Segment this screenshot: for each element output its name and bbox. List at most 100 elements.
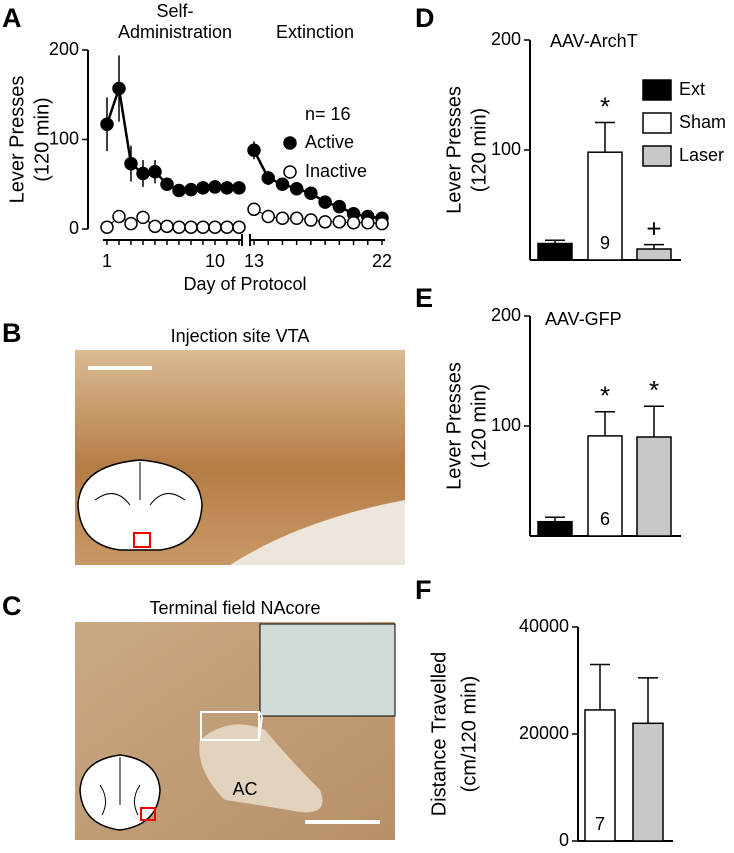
annotation: n= 16 xyxy=(305,104,351,124)
data-point xyxy=(232,181,246,195)
legend-label: Sham xyxy=(679,112,726,132)
y-axis-label: Lever Presses xyxy=(6,76,28,204)
y-tick-label: 100 xyxy=(491,139,521,159)
x-axis-label: Day of Protocol xyxy=(183,274,306,294)
significance-marker: * xyxy=(600,381,610,411)
data-point xyxy=(100,117,114,132)
bar xyxy=(587,151,623,261)
panel-letter: D xyxy=(415,3,435,33)
y-axis-label: (120 min) xyxy=(468,384,490,468)
panel-letter: B xyxy=(2,318,22,348)
n-label: 7 xyxy=(595,814,605,834)
significance-marker: * xyxy=(649,375,659,405)
bar xyxy=(636,248,672,261)
legend-label: Laser xyxy=(679,145,724,165)
micrograph-vta xyxy=(75,350,405,565)
y-tick-label: 0 xyxy=(69,218,79,238)
legend-label: Inactive xyxy=(305,161,367,181)
data-point xyxy=(318,215,332,229)
y-axis-label: (cm/120 min) xyxy=(458,676,480,793)
y-axis-label: (120 min) xyxy=(468,108,490,192)
significance-marker: * xyxy=(600,91,610,121)
y-tick-label: 0 xyxy=(559,830,569,850)
data-point xyxy=(220,181,234,195)
x-tick-label: 13 xyxy=(244,251,264,271)
legend-swatch xyxy=(642,145,672,167)
bar xyxy=(587,435,623,537)
bar xyxy=(537,520,573,537)
x-tick-label: 22 xyxy=(372,251,392,271)
data-point xyxy=(220,220,234,234)
data-point xyxy=(112,81,126,96)
data-point xyxy=(275,177,290,191)
phase-title: Self- xyxy=(156,1,193,21)
data-point xyxy=(332,215,347,229)
data-point xyxy=(184,220,198,234)
phase-title: Administration xyxy=(118,22,232,42)
legend-label: Ext xyxy=(679,79,705,99)
data-point xyxy=(247,202,261,217)
data-point xyxy=(136,210,150,225)
legend-swatch xyxy=(642,79,672,101)
micrograph-nacore xyxy=(75,622,396,840)
y-tick-label: 40000 xyxy=(519,616,569,636)
data-point xyxy=(160,177,174,191)
significance-marker: + xyxy=(646,213,661,243)
data-point xyxy=(136,166,150,181)
data-point xyxy=(148,164,162,179)
data-point xyxy=(304,186,318,200)
legend-marker xyxy=(283,165,297,179)
chart-title: AAV-GFP xyxy=(545,309,622,329)
legend-marker xyxy=(283,136,297,150)
bar xyxy=(584,709,616,842)
panel-letter: E xyxy=(415,283,433,313)
panel-letter: C xyxy=(2,591,22,621)
data-point xyxy=(172,183,186,198)
image-title: Injection site VTA xyxy=(171,326,310,346)
data-point xyxy=(112,209,126,224)
y-axis-label: Lever Presses xyxy=(443,86,465,214)
y-axis-label: (120 min) xyxy=(31,97,53,181)
data-point xyxy=(318,195,332,209)
data-point xyxy=(346,215,361,230)
chart-title: AAV-ArchT xyxy=(550,31,638,51)
series-line xyxy=(105,88,239,192)
legend-label: Active xyxy=(305,132,354,152)
y-tick-label: 20000 xyxy=(519,723,569,743)
data-point xyxy=(172,220,186,234)
bar xyxy=(537,242,573,261)
y-axis-label: Lever Presses xyxy=(443,362,465,490)
n-label: 6 xyxy=(600,509,610,529)
data-point xyxy=(160,219,174,234)
phase-title: Extinction xyxy=(276,22,354,42)
data-point xyxy=(124,216,138,231)
bar xyxy=(636,436,672,537)
data-point xyxy=(247,143,261,157)
data-point xyxy=(261,171,275,185)
region-label: AC xyxy=(232,779,257,799)
data-point xyxy=(100,220,114,234)
series-line xyxy=(253,208,383,225)
data-point xyxy=(261,209,275,224)
x-tick-label: 1 xyxy=(102,251,112,271)
data-point xyxy=(208,220,222,234)
data-point xyxy=(375,216,389,231)
y-axis-label: Distance Travelled xyxy=(428,652,450,817)
data-point xyxy=(361,215,375,230)
x-tick-label: 10 xyxy=(205,251,225,271)
bar xyxy=(632,722,664,842)
y-tick-label: 100 xyxy=(491,415,521,435)
data-point xyxy=(124,156,138,171)
y-tick-label: 200 xyxy=(49,39,79,59)
data-point xyxy=(289,211,304,226)
y-tick-label: 200 xyxy=(491,305,521,325)
data-point xyxy=(304,213,318,227)
n-label: 9 xyxy=(600,233,610,253)
data-point xyxy=(184,182,198,197)
data-point xyxy=(208,180,222,194)
data-point xyxy=(232,220,246,234)
data-point xyxy=(196,220,210,234)
data-point xyxy=(148,219,162,234)
panel-letter: F xyxy=(415,575,432,605)
